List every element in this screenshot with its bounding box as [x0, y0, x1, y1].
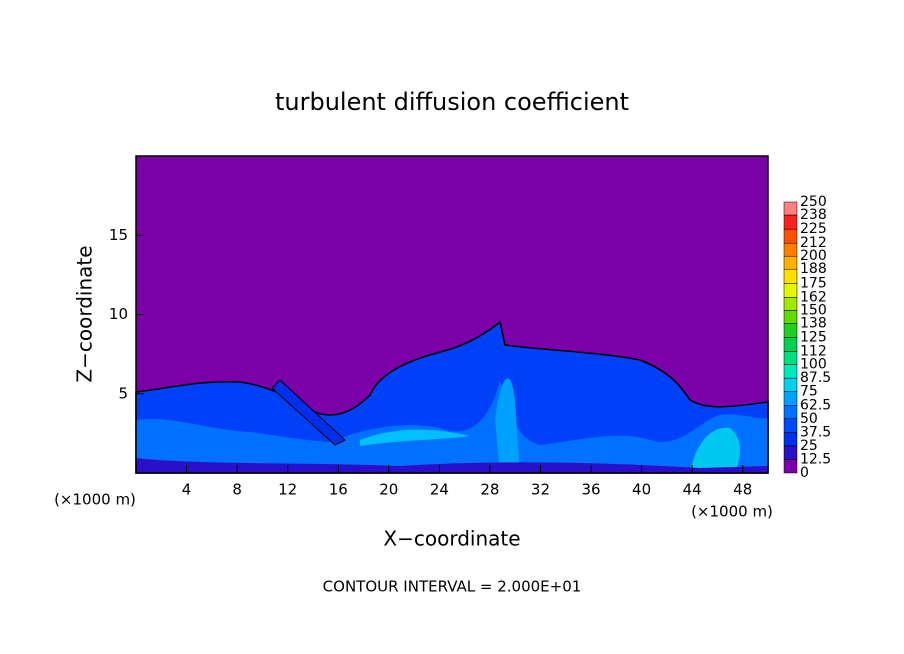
colorbar-band — [783, 201, 798, 216]
colorbar-band — [783, 323, 798, 338]
colorbar-label: 0 — [800, 465, 809, 481]
colorbar-label: 112 — [800, 344, 827, 360]
colorbar-band — [783, 297, 798, 311]
colorbar-label: 125 — [800, 330, 827, 346]
field-region — [360, 429, 470, 446]
colorbar-label: 162 — [800, 289, 827, 305]
x-tick-label: 12 — [278, 481, 297, 499]
colorbar-label: 50 — [800, 411, 818, 427]
y-tick-label: 5 — [118, 384, 128, 402]
colorbar-label: 87.5 — [800, 370, 831, 386]
colorbar-label: 200 — [800, 248, 827, 264]
colorbar-band — [783, 364, 798, 379]
colorbar-label: 225 — [800, 221, 827, 237]
colorbar-band — [783, 432, 798, 447]
colorbar-band — [783, 255, 798, 270]
x-tick-label: 32 — [531, 481, 550, 499]
field-region — [136, 458, 768, 473]
colorbar-label: 25 — [800, 438, 818, 454]
colorbar-label: 188 — [800, 261, 827, 277]
field-region — [271, 379, 346, 446]
colorbar-label: 250 — [800, 194, 827, 210]
colorbar-band — [783, 242, 798, 257]
colorbar-band — [783, 445, 798, 460]
footnote: CONTOUR INTERVAL = 2.000E+01 — [323, 578, 582, 596]
colorbar-band — [783, 268, 798, 284]
colorbar-band — [783, 337, 798, 352]
x-tick-label: 40 — [632, 481, 651, 499]
colorbar-label: 12.5 — [800, 451, 831, 467]
field — [135, 156, 769, 474]
y-tick-label: 15 — [109, 226, 128, 244]
colorbar-band — [783, 405, 798, 420]
colorbar-band — [783, 418, 798, 433]
y-axis-title: Z−coordinate — [73, 245, 97, 382]
x-tick-label: 8 — [232, 481, 242, 499]
x-tick-label: 28 — [480, 481, 499, 499]
colorbar-band — [783, 377, 798, 392]
colorbar-label: 37.5 — [800, 424, 831, 440]
chart-title: turbulent diffusion coefficient — [275, 88, 629, 116]
colorbar-label: 150 — [800, 302, 827, 318]
x-tick-label: 36 — [581, 481, 600, 499]
x-unit-label: (×1000 m) — [691, 503, 773, 521]
colorbar-band — [783, 310, 798, 324]
colorbar-label: 138 — [800, 315, 827, 331]
field-region — [495, 378, 520, 473]
colorbar-band — [783, 351, 798, 365]
x-tick-label: 16 — [329, 481, 348, 499]
field-region — [135, 320, 769, 474]
x-tick-label: 20 — [379, 481, 398, 499]
colorbar-label: 75 — [800, 384, 818, 400]
x-tick-label: 4 — [182, 481, 192, 499]
colorbar-label: 238 — [800, 207, 827, 223]
x-tick-label: 44 — [683, 481, 702, 499]
x-tick-label: 48 — [733, 481, 752, 499]
colorbar-label: 62.5 — [800, 397, 831, 413]
colorbar-label: 100 — [800, 357, 827, 373]
x-axis-title: X−coordinate — [383, 527, 520, 551]
colorbar-band — [783, 228, 798, 244]
colorbar-band — [783, 391, 798, 406]
field-region — [690, 427, 740, 473]
y-tick-label: 10 — [109, 305, 128, 323]
colorbar-label: 175 — [800, 275, 827, 291]
colorbar-label: 212 — [800, 235, 827, 251]
x-tick-label: 24 — [430, 481, 449, 499]
y-unit-label: (×1000 m) — [54, 491, 136, 509]
colorbar-band — [783, 214, 798, 230]
field-region — [136, 380, 768, 473]
colorbar-band — [783, 283, 798, 298]
colorbar-band — [783, 459, 798, 474]
